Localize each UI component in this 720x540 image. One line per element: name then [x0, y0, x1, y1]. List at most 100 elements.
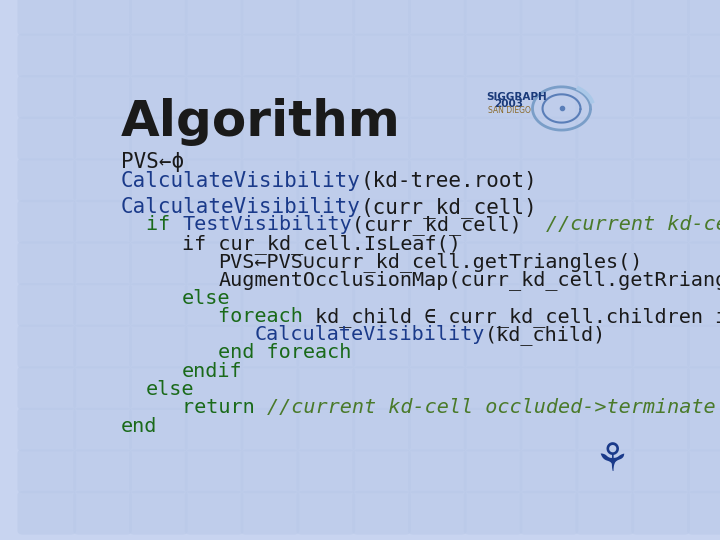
FancyBboxPatch shape	[631, 117, 690, 160]
FancyBboxPatch shape	[464, 117, 523, 160]
FancyBboxPatch shape	[575, 408, 634, 451]
FancyBboxPatch shape	[129, 200, 188, 244]
FancyBboxPatch shape	[17, 158, 76, 202]
FancyBboxPatch shape	[408, 366, 467, 410]
FancyBboxPatch shape	[185, 325, 243, 368]
Text: //current kd-cell is visible: //current kd-cell is visible	[546, 215, 720, 234]
Text: //current kd-cell occluded->terminate: //current kd-cell occluded->terminate	[267, 399, 716, 417]
FancyBboxPatch shape	[352, 241, 411, 285]
FancyBboxPatch shape	[352, 449, 411, 493]
FancyBboxPatch shape	[129, 117, 188, 160]
FancyBboxPatch shape	[73, 283, 132, 327]
FancyBboxPatch shape	[185, 408, 243, 451]
FancyBboxPatch shape	[352, 0, 411, 36]
FancyBboxPatch shape	[464, 33, 523, 77]
FancyBboxPatch shape	[687, 33, 720, 77]
FancyBboxPatch shape	[297, 325, 355, 368]
FancyBboxPatch shape	[687, 200, 720, 244]
FancyBboxPatch shape	[408, 491, 467, 535]
FancyBboxPatch shape	[687, 283, 720, 327]
FancyBboxPatch shape	[352, 33, 411, 77]
FancyBboxPatch shape	[17, 33, 76, 77]
FancyBboxPatch shape	[129, 75, 188, 119]
FancyBboxPatch shape	[408, 0, 467, 36]
FancyBboxPatch shape	[297, 117, 355, 160]
Text: end foreach: end foreach	[218, 343, 351, 362]
FancyBboxPatch shape	[352, 200, 411, 244]
FancyBboxPatch shape	[352, 366, 411, 410]
FancyBboxPatch shape	[464, 75, 523, 119]
FancyBboxPatch shape	[185, 117, 243, 160]
FancyBboxPatch shape	[687, 325, 720, 368]
FancyBboxPatch shape	[631, 0, 690, 36]
FancyBboxPatch shape	[464, 491, 523, 535]
FancyBboxPatch shape	[297, 158, 355, 202]
FancyBboxPatch shape	[185, 33, 243, 77]
FancyBboxPatch shape	[631, 241, 690, 285]
FancyBboxPatch shape	[297, 200, 355, 244]
FancyBboxPatch shape	[464, 408, 523, 451]
FancyBboxPatch shape	[408, 75, 467, 119]
FancyBboxPatch shape	[17, 117, 76, 160]
FancyBboxPatch shape	[631, 75, 690, 119]
FancyBboxPatch shape	[464, 200, 523, 244]
FancyBboxPatch shape	[687, 0, 720, 36]
FancyBboxPatch shape	[464, 325, 523, 368]
FancyBboxPatch shape	[575, 200, 634, 244]
FancyBboxPatch shape	[631, 325, 690, 368]
Text: Algorithm: Algorithm	[121, 98, 400, 146]
Text: CalculateVisibility: CalculateVisibility	[121, 197, 361, 217]
FancyBboxPatch shape	[687, 158, 720, 202]
FancyBboxPatch shape	[297, 491, 355, 535]
Text: else: else	[145, 380, 194, 399]
Text: CalculateVisibility: CalculateVisibility	[121, 171, 361, 191]
FancyBboxPatch shape	[73, 158, 132, 202]
Text: SIGGRAPH: SIGGRAPH	[486, 92, 547, 102]
FancyBboxPatch shape	[73, 0, 132, 36]
FancyBboxPatch shape	[575, 325, 634, 368]
FancyBboxPatch shape	[408, 200, 467, 244]
FancyBboxPatch shape	[297, 366, 355, 410]
FancyBboxPatch shape	[240, 241, 300, 285]
FancyBboxPatch shape	[631, 200, 690, 244]
FancyBboxPatch shape	[575, 0, 634, 36]
Text: PVS←ϕ: PVS←ϕ	[121, 152, 184, 172]
FancyBboxPatch shape	[240, 117, 300, 160]
FancyBboxPatch shape	[520, 158, 578, 202]
FancyBboxPatch shape	[73, 408, 132, 451]
FancyBboxPatch shape	[352, 325, 411, 368]
FancyBboxPatch shape	[129, 366, 188, 410]
FancyBboxPatch shape	[464, 0, 523, 36]
FancyBboxPatch shape	[520, 0, 578, 36]
FancyBboxPatch shape	[520, 325, 578, 368]
FancyBboxPatch shape	[352, 117, 411, 160]
Text: (kd_child): (kd_child)	[485, 325, 606, 345]
FancyBboxPatch shape	[240, 283, 300, 327]
Text: if cur_kd_cell.IsLeaf(): if cur_kd_cell.IsLeaf()	[182, 234, 461, 254]
FancyBboxPatch shape	[185, 449, 243, 493]
Text: (curr_kd_cell): (curr_kd_cell)	[361, 197, 537, 218]
FancyBboxPatch shape	[129, 491, 188, 535]
FancyBboxPatch shape	[297, 241, 355, 285]
FancyBboxPatch shape	[129, 158, 188, 202]
FancyBboxPatch shape	[464, 449, 523, 493]
FancyBboxPatch shape	[185, 366, 243, 410]
FancyBboxPatch shape	[408, 117, 467, 160]
FancyBboxPatch shape	[631, 283, 690, 327]
FancyBboxPatch shape	[297, 33, 355, 77]
FancyBboxPatch shape	[575, 449, 634, 493]
Text: TestVisibility: TestVisibility	[182, 215, 352, 234]
FancyBboxPatch shape	[631, 366, 690, 410]
FancyBboxPatch shape	[520, 408, 578, 451]
FancyBboxPatch shape	[408, 325, 467, 368]
FancyBboxPatch shape	[352, 408, 411, 451]
FancyBboxPatch shape	[73, 241, 132, 285]
FancyBboxPatch shape	[240, 449, 300, 493]
FancyBboxPatch shape	[17, 241, 76, 285]
FancyBboxPatch shape	[185, 283, 243, 327]
FancyBboxPatch shape	[129, 241, 188, 285]
FancyBboxPatch shape	[17, 491, 76, 535]
FancyBboxPatch shape	[185, 200, 243, 244]
FancyBboxPatch shape	[17, 449, 76, 493]
FancyBboxPatch shape	[408, 158, 467, 202]
